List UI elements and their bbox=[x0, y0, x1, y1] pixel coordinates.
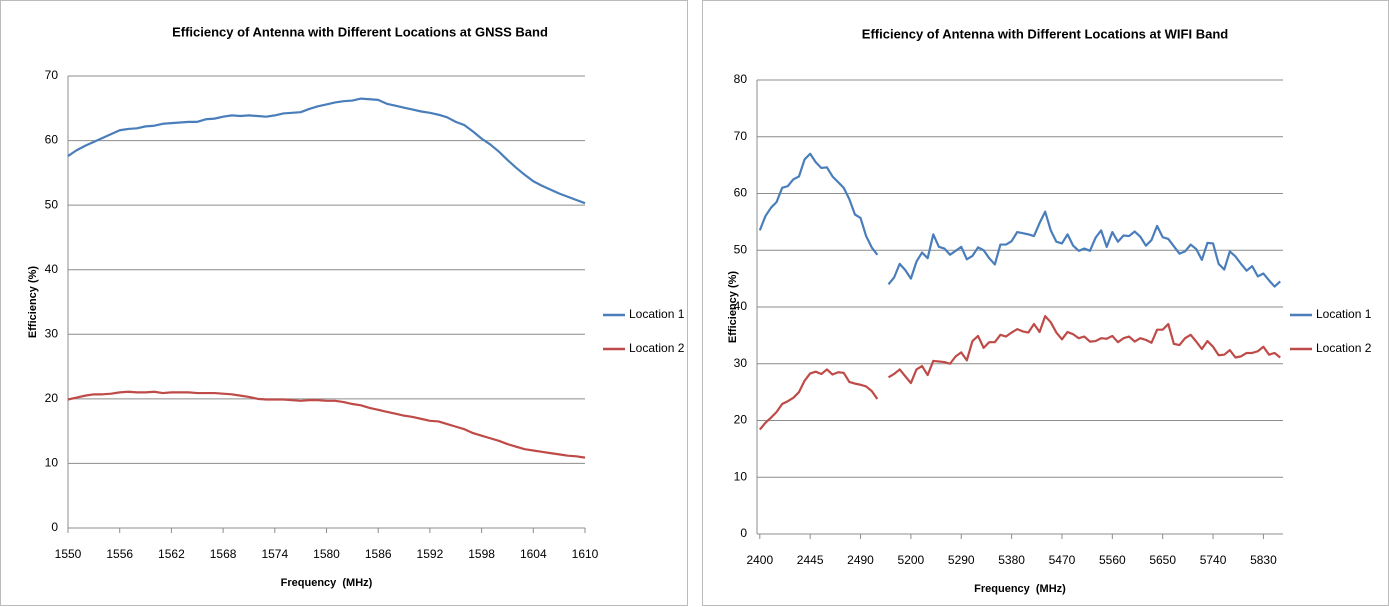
y-tick-label: 30 bbox=[45, 326, 59, 340]
y-tick-label: 60 bbox=[45, 133, 59, 147]
y-axis-label: Efficiency (%) bbox=[727, 271, 739, 343]
x-tick-label: 2445 bbox=[797, 553, 824, 567]
y-tick-label: 0 bbox=[740, 526, 747, 540]
y-tick-label: 20 bbox=[45, 391, 59, 405]
x-tick-label: 5200 bbox=[898, 553, 925, 567]
y-tick-label: 40 bbox=[734, 299, 748, 313]
x-tick-label: 5380 bbox=[998, 553, 1025, 567]
legend-label: Location 2 bbox=[629, 341, 685, 355]
x-tick-label: 1556 bbox=[106, 547, 133, 561]
y-tick-label: 80 bbox=[734, 72, 748, 86]
series-line bbox=[758, 152, 1281, 288]
y-tick-label: 70 bbox=[45, 68, 59, 82]
x-tick-label: 1598 bbox=[468, 547, 495, 561]
y-tick-label: 10 bbox=[734, 469, 748, 483]
y-tick-label: 0 bbox=[51, 520, 58, 534]
x-tick-label: 5290 bbox=[948, 553, 975, 567]
y-tick-label: 50 bbox=[734, 242, 748, 256]
x-tick-label: 1592 bbox=[417, 547, 444, 561]
y-tick-label: 50 bbox=[45, 197, 59, 211]
panel bbox=[702, 0, 1389, 606]
x-tick-label: 1562 bbox=[158, 547, 185, 561]
y-tick-label: 40 bbox=[45, 262, 59, 276]
x-axis-label: Frequency (MHz) bbox=[974, 583, 1066, 595]
legend-label: Location 1 bbox=[1316, 307, 1372, 321]
legend-label: Location 2 bbox=[1316, 341, 1372, 355]
y-tick-label: 70 bbox=[734, 129, 748, 143]
x-axis-label: Frequency (MHz) bbox=[281, 577, 373, 589]
y-tick-label: 60 bbox=[734, 186, 748, 200]
series-line bbox=[758, 314, 1281, 431]
series-line bbox=[67, 390, 586, 459]
x-tick-label: 2490 bbox=[847, 553, 874, 567]
series-line bbox=[67, 97, 586, 205]
chart-title: Efficiency of Antenna with Different Loc… bbox=[862, 26, 1228, 41]
x-tick-label: 1550 bbox=[55, 547, 82, 561]
x-tick-label: 5470 bbox=[1049, 553, 1076, 567]
x-tick-label: 5560 bbox=[1099, 553, 1126, 567]
x-tick-label: 5740 bbox=[1200, 553, 1227, 567]
x-tick-label: 1586 bbox=[365, 547, 392, 561]
y-tick-label: 20 bbox=[734, 413, 748, 427]
x-tick-label: 2400 bbox=[746, 553, 773, 567]
y-axis-label: Efficiency (%) bbox=[27, 266, 39, 338]
x-tick-label: 1604 bbox=[520, 547, 547, 561]
legend-label: Location 1 bbox=[629, 307, 685, 321]
x-tick-label: 5650 bbox=[1149, 553, 1176, 567]
x-tick-label: 1574 bbox=[261, 547, 288, 561]
panel bbox=[0, 0, 688, 606]
x-tick-label: 5830 bbox=[1250, 553, 1277, 567]
chart-title: Efficiency of Antenna with Different Loc… bbox=[172, 24, 548, 39]
y-tick-label: 30 bbox=[734, 356, 748, 370]
x-tick-label: 1568 bbox=[210, 547, 237, 561]
y-tick-label: 10 bbox=[45, 456, 59, 470]
x-tick-label: 1580 bbox=[313, 547, 340, 561]
x-tick-label: 1610 bbox=[572, 547, 599, 561]
